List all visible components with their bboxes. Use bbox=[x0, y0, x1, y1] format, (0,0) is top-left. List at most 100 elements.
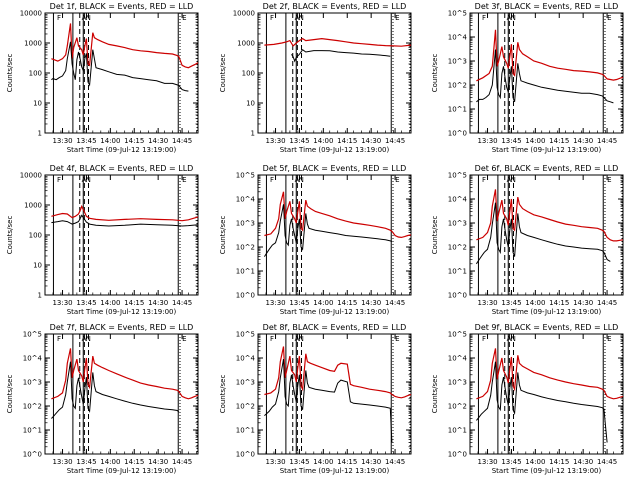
panel-2-title: Det 2f, BLACK = Events, RED = LLD bbox=[263, 2, 407, 11]
panel-2-xlabel: Start Time (09-Jul-12 13:19:00) bbox=[280, 146, 390, 154]
panel-5-xtick-label: 13:30 bbox=[265, 299, 285, 307]
panel-6-ytick-label: 10^3 bbox=[448, 220, 467, 228]
panel-7-series-red-lld bbox=[51, 348, 199, 400]
panel-3-xlabel: Start Time (09-Jul-12 13:19:00) bbox=[492, 146, 602, 154]
panel-7-series-black-events bbox=[51, 361, 180, 419]
panel-6-xtick-label: 14:45 bbox=[597, 299, 617, 307]
panel-6-marker-label: E bbox=[607, 176, 611, 184]
panel-6-ytick-label: 10^4 bbox=[448, 196, 468, 204]
panel-1-marker-label: N bbox=[86, 14, 91, 22]
panel-7-xtick-label: 14:45 bbox=[172, 458, 192, 466]
panel-1-ytick-label: 10 bbox=[33, 100, 42, 108]
panel-4-ytick-label: 10000 bbox=[20, 172, 42, 180]
panel-8-marker-label: N bbox=[299, 335, 304, 343]
panel-8-marker-label: E bbox=[395, 335, 399, 343]
panel-8-xtick-label: 13:30 bbox=[265, 458, 285, 466]
panel-1-xtick-label: 13:30 bbox=[52, 137, 72, 145]
panel-7-xlabel: Start Time (09-Jul-12 13:19:00) bbox=[67, 467, 177, 475]
panel-4-marker-label: A bbox=[82, 176, 87, 184]
panel-5-series-red-lld bbox=[264, 191, 412, 239]
panel-2-frame bbox=[257, 12, 412, 134]
panel-7-marker-label: E bbox=[182, 335, 186, 343]
panel-7-frame bbox=[44, 333, 199, 455]
panel-9-marker-label: N bbox=[511, 335, 516, 343]
panel-2-xtick-label: 14:45 bbox=[385, 137, 405, 145]
panel-8-ytick-label: 10^1 bbox=[236, 427, 255, 435]
panel-8-ylabel: Counts/sec bbox=[219, 375, 227, 414]
panel-5-ytick-label: 10^5 bbox=[236, 172, 255, 180]
panel-8-xtick-label: 14:15 bbox=[337, 458, 357, 466]
panel-1-xtick-label: 14:15 bbox=[124, 137, 144, 145]
panel-2-series-black-events bbox=[291, 48, 391, 63]
panel-4-xtick-label: 14:15 bbox=[124, 299, 144, 307]
panel-6-xlabel: Start Time (09-Jul-12 13:19:00) bbox=[492, 308, 602, 316]
panel-8-series-red-lld bbox=[264, 346, 412, 399]
panel-4-ytick-label: 1 bbox=[38, 292, 42, 300]
panel-3-marker-label: E bbox=[607, 14, 611, 22]
panel-3-marker-label: F bbox=[482, 14, 486, 22]
panel-1-ytick-label: 100 bbox=[29, 70, 42, 78]
panel-7-marker-label: N bbox=[86, 335, 91, 343]
panel-3-ytick-label: 10^5 bbox=[448, 10, 467, 18]
panel-1-ytick-label: 1000 bbox=[24, 40, 42, 48]
panel-2-xtick-label: 14:15 bbox=[337, 137, 357, 145]
panel-9-series-black-events bbox=[476, 361, 608, 443]
panel-1-ylabel: Counts/sec bbox=[6, 54, 14, 93]
panel-1-title: Det 1f, BLACK = Events, RED = LLD bbox=[50, 2, 194, 11]
panel-3-xtick-label: 14:00 bbox=[525, 137, 545, 145]
panel-6-xtick-label: 14:30 bbox=[573, 299, 593, 307]
panel-5-marker-label: E bbox=[395, 176, 399, 184]
panel-1-xtick-label: 14:30 bbox=[148, 137, 168, 145]
panel-4-marker-label: N bbox=[86, 176, 91, 184]
panel-6-xtick-label: 13:30 bbox=[477, 299, 497, 307]
panel-4-xtick-label: 14:00 bbox=[100, 299, 120, 307]
panel-4-series-red-lld bbox=[51, 204, 199, 222]
panel-2-marker-label: F bbox=[270, 14, 274, 22]
panel-2-xtick-label: 14:00 bbox=[313, 137, 333, 145]
panel-4-ylabel: Counts/sec bbox=[6, 216, 14, 255]
panel-5-ytick-label: 10^0 bbox=[236, 292, 255, 300]
panel-8-xtick-label: 14:45 bbox=[385, 458, 405, 466]
panel-9-ytick-label: 10^4 bbox=[448, 355, 468, 363]
panel-7-ytick-label: 10^3 bbox=[23, 379, 42, 387]
panel-5-xtick-label: 14:15 bbox=[337, 299, 357, 307]
panel-1-xlabel: Start Time (09-Jul-12 13:19:00) bbox=[67, 146, 177, 154]
panel-9-xtick-label: 14:00 bbox=[525, 458, 545, 466]
panel-8-xtick-label: 13:45 bbox=[289, 458, 309, 466]
panel-2-xtick-label: 14:30 bbox=[361, 137, 381, 145]
panel-8-series-black-events bbox=[264, 359, 393, 443]
panel-9-ytick-label: 10^5 bbox=[448, 331, 467, 339]
panel-9-ytick-label: 10^1 bbox=[448, 427, 467, 435]
panel-5-ylabel: Counts/sec bbox=[219, 216, 227, 255]
panel-2-ytick-label: 10000 bbox=[233, 10, 255, 18]
panel-4-xlabel: Start Time (09-Jul-12 13:19:00) bbox=[67, 308, 177, 316]
panel-6-series-black-events bbox=[475, 202, 611, 265]
panel-9-xtick-label: 14:30 bbox=[573, 458, 593, 466]
panel-5-ytick-label: 10^2 bbox=[236, 244, 255, 252]
panel-2-xtick-label: 13:30 bbox=[265, 137, 285, 145]
panel-6-marker-label: N bbox=[511, 176, 516, 184]
panel-9-xtick-label: 14:15 bbox=[549, 458, 569, 466]
panel-8-ytick-label: 10^5 bbox=[236, 331, 255, 339]
panel-2-ytick-label: 100 bbox=[242, 70, 255, 78]
panel-9-xtick-label: 13:45 bbox=[501, 458, 521, 466]
panel-7-ylabel: Counts/sec bbox=[6, 375, 14, 414]
panel-5-xtick-label: 14:30 bbox=[361, 299, 381, 307]
panel-4-marker-label: E bbox=[182, 176, 186, 184]
panel-3-xtick-label: 14:30 bbox=[573, 137, 593, 145]
panel-3-frame bbox=[469, 12, 624, 134]
panel-9-marker-label: A bbox=[507, 335, 512, 343]
panel-6-series-red-lld bbox=[476, 189, 624, 242]
panel-6-frame bbox=[469, 174, 624, 296]
panel-4-ytick-label: 100 bbox=[29, 232, 42, 240]
panel-6-ytick-label: 10^5 bbox=[448, 172, 467, 180]
panel-8-xtick-label: 14:00 bbox=[313, 458, 333, 466]
panel-3-ytick-label: 10^0 bbox=[448, 130, 467, 138]
panel-5-marker-label: A bbox=[295, 176, 300, 184]
panel-1-xtick-label: 14:45 bbox=[172, 137, 192, 145]
panel-7-xtick-label: 14:30 bbox=[148, 458, 168, 466]
panel-3-xtick-label: 14:15 bbox=[549, 137, 569, 145]
panel-5-xtick-label: 14:00 bbox=[313, 299, 333, 307]
panel-6-xtick-label: 14:00 bbox=[525, 299, 545, 307]
panel-5-series-black-events bbox=[263, 204, 393, 257]
